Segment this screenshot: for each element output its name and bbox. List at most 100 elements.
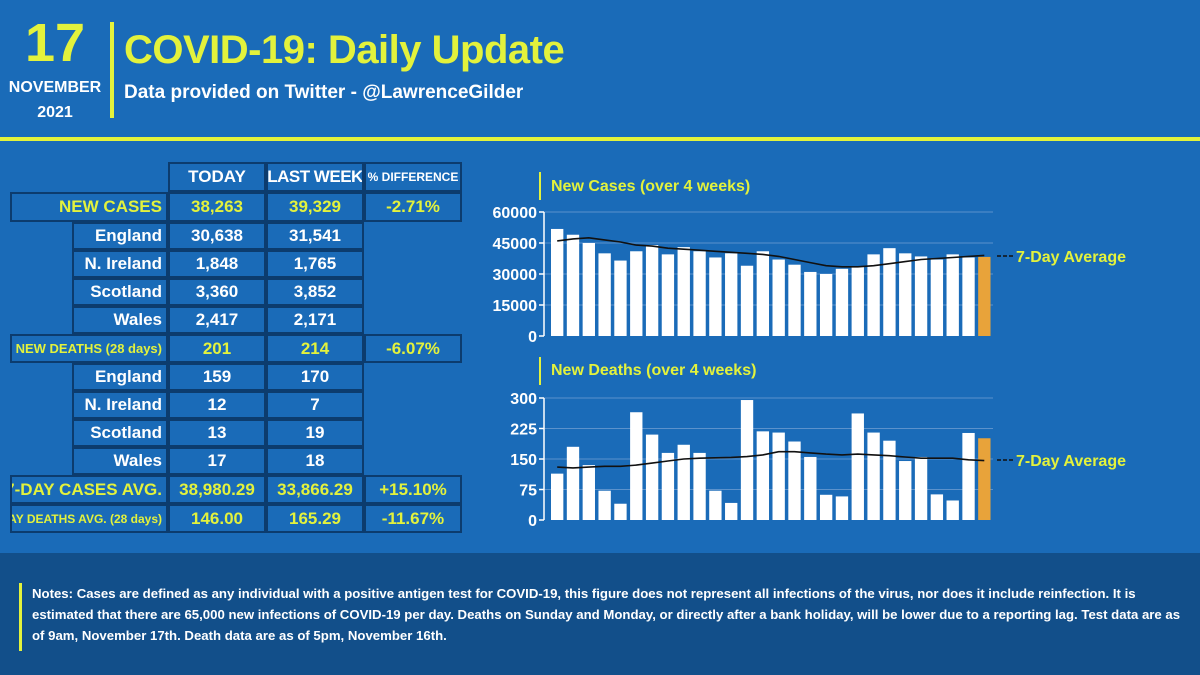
new-cases-last-week: 39,329 xyxy=(266,192,364,222)
y-tick-label: 15000 xyxy=(493,298,538,315)
cases-avg-diff: +15.10% xyxy=(364,475,462,504)
bar xyxy=(946,500,959,520)
bar xyxy=(645,245,659,336)
cases-row-today: 1,848 xyxy=(168,250,266,278)
bar xyxy=(867,432,880,520)
bar xyxy=(914,256,928,336)
cases-row-label: Scotland xyxy=(72,278,168,306)
date-day: 17 xyxy=(24,13,86,73)
bar xyxy=(551,228,564,336)
y-tick-label: 75 xyxy=(519,483,537,500)
bar xyxy=(883,248,896,336)
y-tick-label: 150 xyxy=(510,452,537,469)
bar xyxy=(630,251,643,336)
bar xyxy=(914,456,928,520)
bar xyxy=(582,243,595,336)
deaths-row-last-week: 170 xyxy=(266,363,364,391)
bar xyxy=(962,432,975,520)
col-header-diff: % DIFFERENCE xyxy=(364,162,462,192)
avg-line xyxy=(557,236,985,268)
cases-row-last-week: 1,765 xyxy=(266,250,364,278)
date-month: NOVEMBER xyxy=(8,79,102,96)
legend-label: 7-Day Average xyxy=(1016,249,1126,266)
avg-line xyxy=(557,450,985,469)
bar xyxy=(804,456,817,520)
deaths-row-last-week: 19 xyxy=(266,419,364,447)
header: 17 NOVEMBER 2021 COVID-19: Daily Update … xyxy=(0,0,1200,138)
deaths-avg-last-week: 165.29 xyxy=(266,504,364,533)
bar xyxy=(566,234,580,336)
bar xyxy=(598,490,611,520)
deaths-row-today: 17 xyxy=(168,447,266,475)
bar xyxy=(661,254,675,336)
new-cases-today: 38,263 xyxy=(168,192,266,222)
bar xyxy=(867,254,880,336)
bar-today xyxy=(978,256,991,336)
bar xyxy=(693,251,706,336)
notes-section: Notes: Cases are defined as any individu… xyxy=(0,553,1200,675)
bar xyxy=(661,452,675,520)
new-deaths-last-week: 214 xyxy=(266,334,364,363)
bar xyxy=(930,259,944,336)
bar xyxy=(614,503,627,520)
bar xyxy=(835,268,849,336)
bar xyxy=(740,265,754,336)
bar xyxy=(566,446,580,520)
cases-row-today: 2,417 xyxy=(168,306,266,334)
bar xyxy=(883,440,896,520)
bar xyxy=(709,490,722,520)
bar xyxy=(819,274,833,336)
bar xyxy=(835,496,849,520)
bar xyxy=(851,266,864,336)
cases-row-today: 30,638 xyxy=(168,222,266,250)
bar xyxy=(930,494,944,520)
deaths-row-today: 13 xyxy=(168,419,266,447)
bar xyxy=(693,452,706,520)
bar xyxy=(677,444,690,520)
bar xyxy=(772,259,785,336)
cases-row-last-week: 2,171 xyxy=(266,306,364,334)
legend-label: 7-Day Average xyxy=(1016,453,1126,470)
deaths-avg-label: 7-DAY DEATHS AVG. (28 days) xyxy=(10,504,168,533)
bar xyxy=(788,264,801,336)
bar xyxy=(582,465,595,520)
cases-row-label: England xyxy=(72,222,168,250)
header-divider xyxy=(110,22,114,118)
bar xyxy=(788,441,801,520)
deaths-row-last-week: 18 xyxy=(266,447,364,475)
bar xyxy=(614,260,627,336)
page-subtitle: Data provided on Twitter - @LawrenceGild… xyxy=(124,82,524,103)
col-header-last-week: LAST WEEK xyxy=(266,162,364,192)
new-deaths-diff: -6.07% xyxy=(364,334,462,363)
y-tick-label: 30000 xyxy=(493,267,538,284)
deaths-avg-today: 146.00 xyxy=(168,504,266,533)
chart-title: New Cases (over 4 weeks) xyxy=(551,178,750,195)
bar xyxy=(851,413,864,520)
bar xyxy=(645,434,659,520)
bar xyxy=(630,412,643,520)
chart-title: New Deaths (over 4 weeks) xyxy=(551,362,756,379)
notes-divider xyxy=(19,583,22,651)
col-header-today: TODAY xyxy=(168,162,266,192)
charts-area: New Cases (over 4 weeks) 0 15000 30000 45000… xyxy=(493,172,1126,530)
bar xyxy=(551,473,564,520)
header-rule xyxy=(0,137,1200,141)
new-cases-diff: -2.71% xyxy=(364,192,462,222)
bar xyxy=(772,432,785,520)
cases-avg-today: 38,980.29 xyxy=(168,475,266,504)
bar xyxy=(946,254,959,336)
bar xyxy=(725,502,738,520)
deaths-avg-diff: -11.67% xyxy=(364,504,462,533)
cases-row-label: Wales xyxy=(72,306,168,334)
bar xyxy=(899,461,912,520)
cases-row-last-week: 3,852 xyxy=(266,278,364,306)
bar xyxy=(756,251,770,336)
new-deaths-today: 201 xyxy=(168,334,266,363)
cases-avg-label: 7-DAY CASES AVG. xyxy=(10,475,168,504)
bar xyxy=(598,253,611,336)
cases-row-label: N. Ireland xyxy=(72,250,168,278)
deaths-row-today: 159 xyxy=(168,363,266,391)
bar xyxy=(819,494,833,520)
deaths-row-today: 12 xyxy=(168,391,266,419)
cases-row-last-week: 31,541 xyxy=(266,222,364,250)
